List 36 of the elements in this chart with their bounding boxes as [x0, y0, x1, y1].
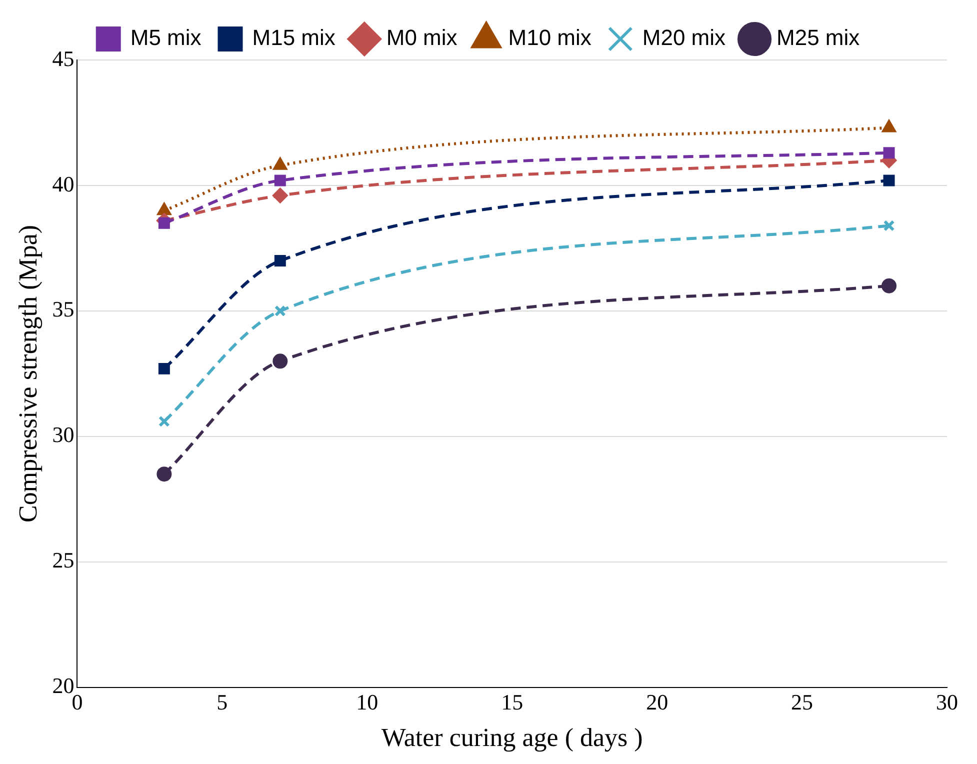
- x-axis-title: Water curing age ( days ): [381, 723, 643, 752]
- y-axis-title: Compressive strength (Mpa): [13, 224, 42, 522]
- y-tick-label: 25: [52, 548, 74, 573]
- x-tick-label: 5: [216, 689, 228, 714]
- legend-label: M0 mix: [386, 25, 458, 50]
- y-tick-label: 35: [52, 296, 74, 322]
- legend-label: M10 mix: [508, 25, 592, 50]
- point: [158, 362, 170, 374]
- point: [156, 466, 172, 482]
- x-tick-label: 10: [356, 689, 378, 714]
- x-tick-label: 0: [72, 689, 83, 714]
- point: [882, 278, 897, 294]
- point: [272, 188, 288, 204]
- legend-label: M25 mix: [776, 25, 860, 50]
- legend-label: M20 mix: [642, 25, 726, 50]
- y-tick-label: 45: [52, 46, 74, 71]
- point: [158, 416, 170, 428]
- y-tick-label: 40: [52, 171, 74, 196]
- point: [272, 354, 288, 369]
- legend-label: M5 mix: [130, 25, 202, 50]
- y-tick-label: 30: [52, 422, 74, 448]
- point: [883, 147, 895, 159]
- y-tick-label: 20: [52, 673, 74, 698]
- legend-label: M15 mix: [252, 25, 336, 50]
- point: [274, 174, 286, 186]
- point: [157, 203, 171, 216]
- point: [274, 255, 286, 267]
- x-tick-label: 20: [646, 689, 668, 714]
- point: [882, 120, 896, 132]
- point: [273, 158, 287, 170]
- x-tick-label: 30: [936, 689, 958, 714]
- point: [883, 174, 895, 186]
- x-tick-label: 25: [791, 689, 814, 714]
- x-tick-label: 15: [501, 689, 524, 714]
- point: [883, 220, 895, 232]
- point: [274, 305, 286, 317]
